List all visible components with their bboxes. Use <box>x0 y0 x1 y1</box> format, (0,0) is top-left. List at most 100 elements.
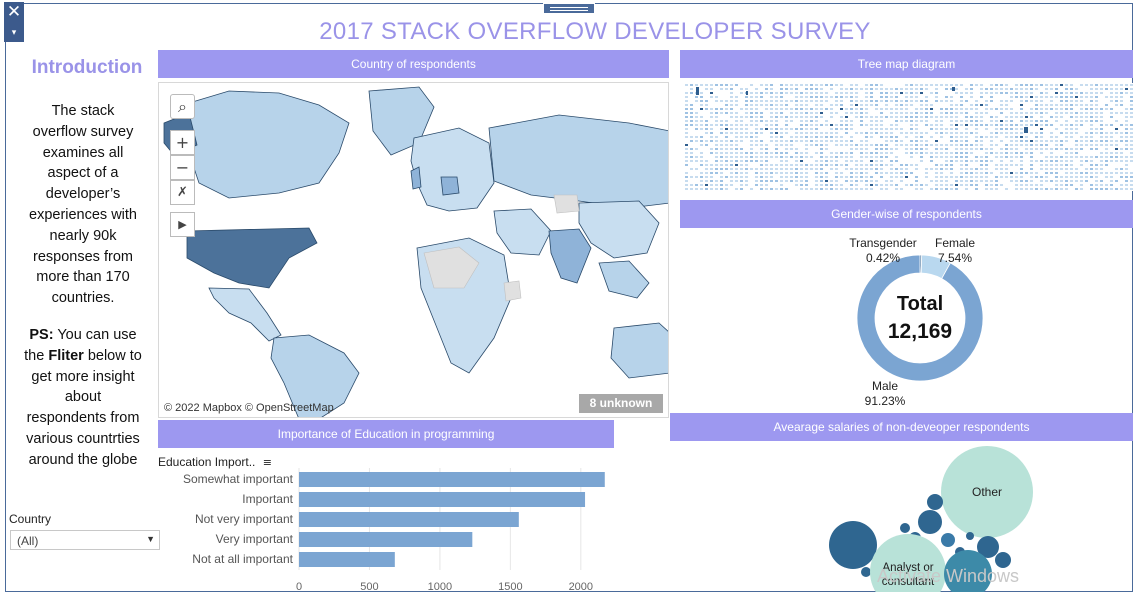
bubble[interactable] <box>995 552 1011 568</box>
bubble-analyst-label: Analyst or consultant <box>882 562 935 588</box>
treemap-highlight-cell[interactable] <box>1024 127 1028 133</box>
category-label: Important <box>242 492 293 506</box>
country-filter-select[interactable]: (All) ▼ <box>10 530 160 550</box>
intro-line: developer’s <box>45 186 121 203</box>
sort-icon[interactable]: ≡ <box>262 456 272 469</box>
x-tick-label: 1500 <box>498 581 522 593</box>
bubble[interactable] <box>918 510 942 534</box>
close-icon[interactable]: ✕ <box>4 2 24 24</box>
female-pct: 7.54% <box>937 251 973 265</box>
salaries-bubble-chart[interactable]: Other Analyst or consultant <box>820 440 1050 592</box>
map-credit: © 2022 Mapbox © OpenStreetMap <box>164 402 334 414</box>
ps-line: respondents from <box>26 410 140 427</box>
ps-line: around the globe <box>28 451 138 468</box>
treemap-graphic[interactable] <box>684 83 1133 191</box>
country-filter-label: Country <box>9 512 52 526</box>
intro-line: overflow survey <box>32 123 134 140</box>
chevron-down-icon[interactable]: ▼ <box>146 534 155 544</box>
country-map[interactable] <box>158 82 669 418</box>
intro-line: The stack <box>51 103 115 119</box>
treemap-chart[interactable] <box>684 83 1133 191</box>
ps-text: PS: You can use the Fliter below to get … <box>8 325 158 471</box>
salaries-banner: Avearage salaries of non-deveoper respon… <box>670 413 1133 441</box>
category-label: Very important <box>216 532 294 546</box>
zoom-in-icon[interactable]: + <box>170 130 195 155</box>
treemap-cells[interactable] <box>685 84 1133 190</box>
ps-line-pre: the <box>24 347 49 364</box>
world-map-graphic[interactable] <box>159 83 669 418</box>
bubble[interactable] <box>944 550 992 592</box>
unknown-badge[interactable]: 8 unknown <box>579 394 663 413</box>
gender-donut-chart[interactable] <box>855 253 985 383</box>
transgender-label: Transgender 0.42% <box>843 236 923 266</box>
category-label: Not at all important <box>192 552 293 566</box>
bar[interactable] <box>299 512 519 527</box>
introduction-text: The stack overflow survey examines all a… <box>8 101 158 309</box>
transgender-pct: 0.42% <box>865 251 901 265</box>
intro-line: aspect of a <box>47 165 119 182</box>
x-tick-label: 2000 <box>569 581 593 593</box>
bubble-other[interactable] <box>941 446 1033 538</box>
treemap-banner: Tree map diagram <box>680 50 1133 78</box>
bubble[interactable] <box>977 536 999 558</box>
bar[interactable] <box>299 492 586 507</box>
intro-line: nearly 90k <box>49 227 117 244</box>
ps-label: PS: <box>29 327 54 343</box>
treemap-highlight-cell[interactable] <box>952 87 955 91</box>
bubble[interactable] <box>966 532 974 540</box>
donut-slice-male[interactable] <box>856 254 984 382</box>
bubble[interactable] <box>900 523 910 533</box>
transgender-name: Transgender <box>849 236 917 250</box>
male-name: Male <box>871 379 898 393</box>
education-banner: Importance of Education in programming <box>158 420 614 448</box>
education-header-label: Education Import.. <box>158 455 256 469</box>
zoom-out-icon[interactable]: − <box>170 155 195 180</box>
ps-line: the Fliter below to <box>8 346 158 367</box>
bubble-other-label: Other <box>972 485 1002 499</box>
ps-line: about <box>64 389 102 406</box>
treemap-highlight-cell[interactable] <box>746 91 748 95</box>
expand-toolbar-icon[interactable]: ▶ <box>170 212 195 237</box>
page-title: 2017 STACK OVERFLOW DEVELOPER SURVEY <box>319 18 871 45</box>
male-pct: 91.23% <box>864 394 906 408</box>
activate-windows-watermark: Activate Windows <box>877 566 1020 586</box>
bubble[interactable] <box>861 567 871 577</box>
drag-handle[interactable] <box>543 3 595 14</box>
bubble[interactable] <box>941 533 955 547</box>
bar[interactable] <box>299 532 473 547</box>
bar[interactable] <box>299 552 395 567</box>
gender-banner: Gender-wise of respondents <box>680 200 1133 228</box>
ps-line: PS: You can use <box>8 325 158 346</box>
bubble[interactable] <box>927 494 943 510</box>
bubble[interactable] <box>829 521 877 569</box>
x-tick-label: 1000 <box>428 581 452 593</box>
x-tick-label: 500 <box>360 581 378 593</box>
intro-line: countries. <box>51 290 115 307</box>
ps-line-post: below to <box>83 347 142 364</box>
intro-line: more than 170 <box>36 269 130 286</box>
map-banner: Country of respondents <box>158 50 669 78</box>
map-search-icon[interactable]: ⌕ <box>170 94 195 119</box>
bubble-analyst[interactable] <box>870 534 946 592</box>
country-filter-value: (All) <box>17 534 39 548</box>
education-bar-chart[interactable]: 0 500 1000 1500 2000 Somewhat important Import… <box>158 466 618 594</box>
chevron-down-icon[interactable]: ▾ <box>4 24 24 42</box>
category-label: Somewhat important <box>183 472 294 486</box>
bar[interactable] <box>299 472 605 487</box>
ps-line-rest: You can use <box>53 327 137 343</box>
intro-line: experiences with <box>29 206 137 223</box>
donut-total-value: 12,169 <box>887 320 953 343</box>
category-label: Not very important <box>195 512 294 526</box>
female-label: Female 7.54% <box>930 236 980 266</box>
x-tick-label: 0 <box>296 581 302 593</box>
ps-filter-word: Fliter <box>48 347 84 364</box>
ps-line: get more insight <box>31 368 135 385</box>
male-label: Male 91.23% <box>855 379 915 409</box>
intro-line: examines all <box>42 144 124 161</box>
education-sort-header[interactable]: Education Import.. ≡ <box>158 455 272 469</box>
ps-line: various countrties <box>26 430 140 447</box>
female-name: Female <box>934 236 975 250</box>
donut-total-label: Total <box>896 293 944 315</box>
clear-selection-icon[interactable]: ✗ <box>170 180 195 205</box>
treemap-highlight-cell[interactable] <box>696 87 699 95</box>
